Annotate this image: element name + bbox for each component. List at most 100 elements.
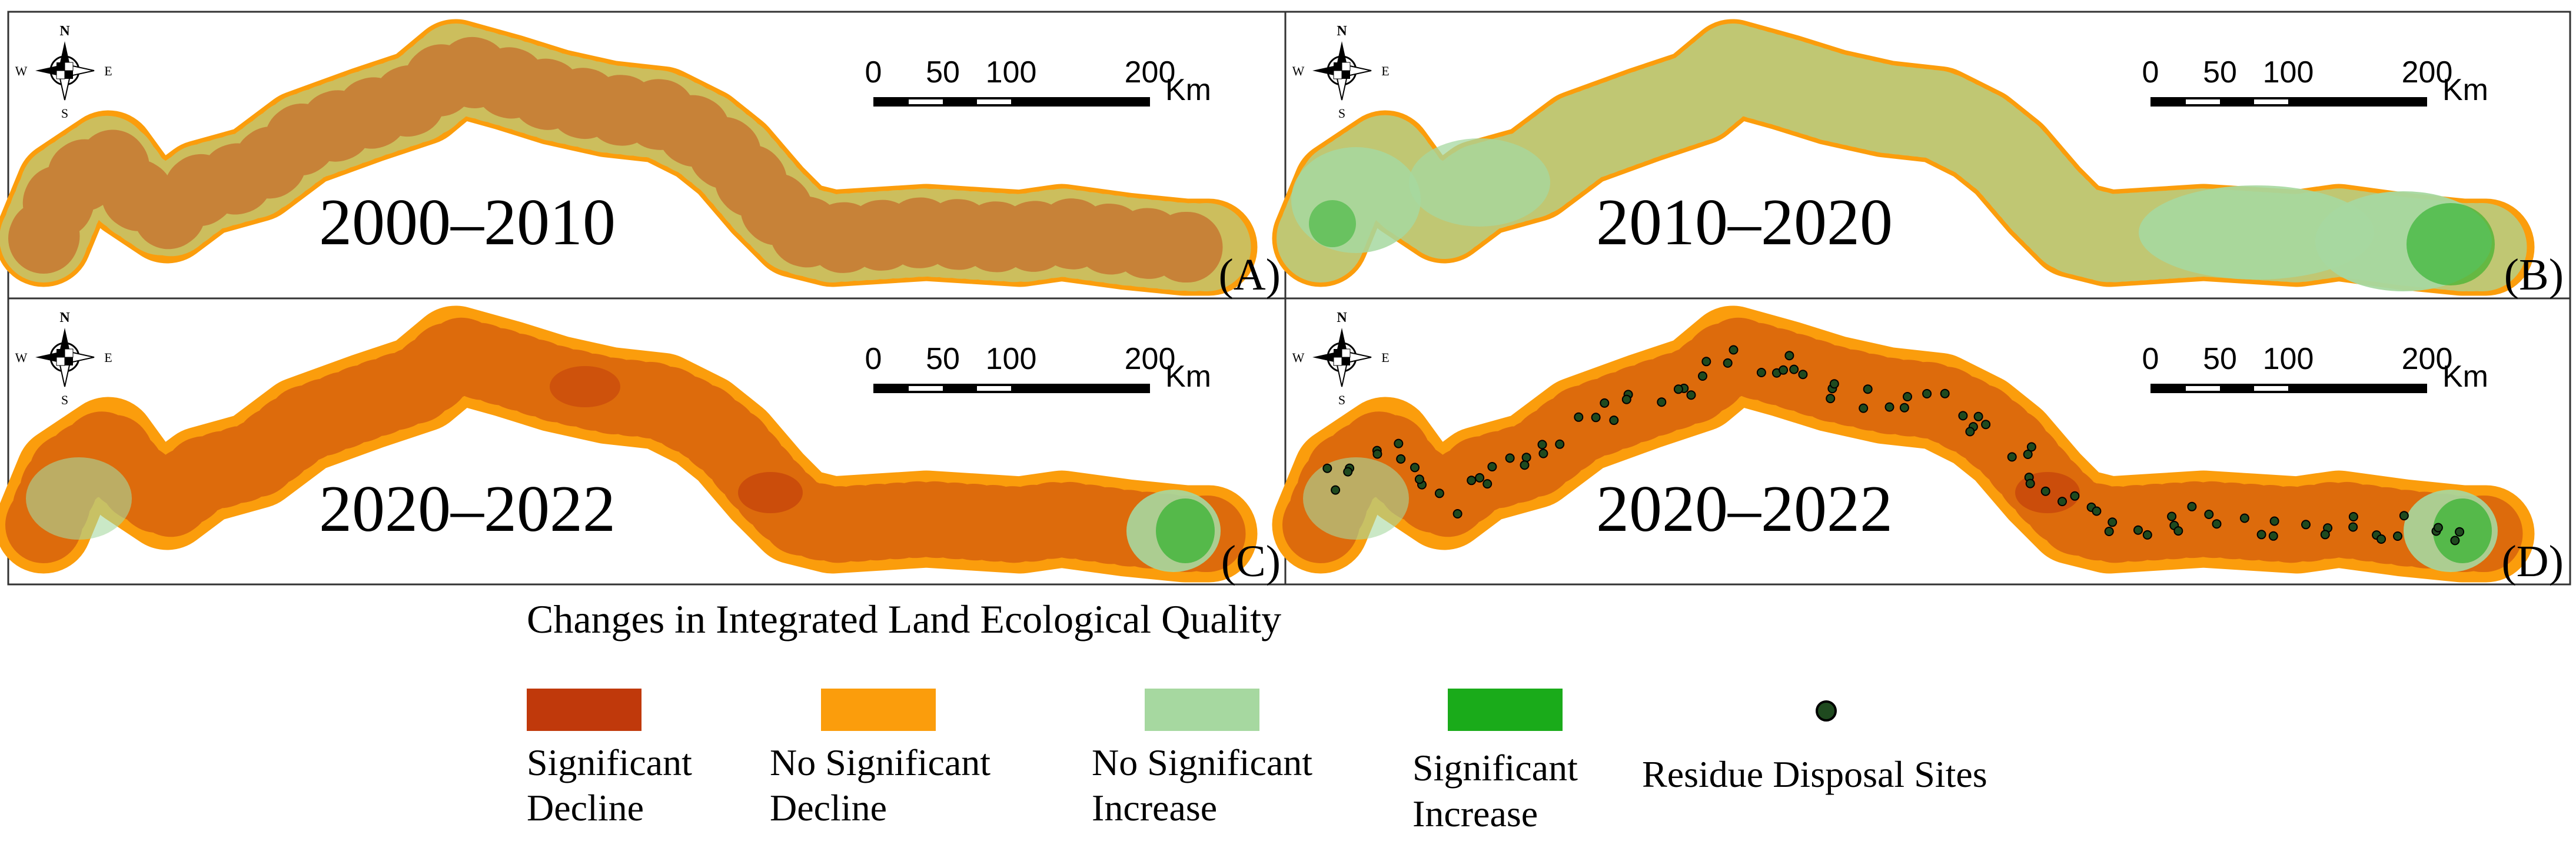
residue-site-marker: [1521, 453, 1531, 463]
residue-site-marker: [2269, 516, 2279, 526]
residue-site-marker: [1829, 379, 1839, 389]
compass-w: W: [1292, 64, 1305, 78]
residue-site-marker: [2433, 523, 2443, 533]
scale-bar: 0 50 100 200 Km: [865, 342, 1211, 394]
residue-site-marker: [2040, 486, 2050, 496]
residue-site-marker: [1410, 463, 1420, 473]
scale-tick-0: 0: [865, 342, 882, 376]
residue-site-marker: [2399, 511, 2409, 521]
legend-item-significant-decline: Significant Decline: [527, 689, 692, 829]
scale-tick-200: 200: [2402, 342, 2453, 376]
residue-site-marker: [2058, 497, 2067, 507]
residue-site-marker: [1973, 411, 1983, 421]
residue-site-marker: [1537, 440, 1547, 450]
legend-swatch: [527, 689, 641, 731]
residue-site-marker: [2256, 530, 2266, 540]
compass: N S E W: [1292, 24, 1390, 121]
scale-unit: Km: [1165, 360, 1211, 394]
residue-site-marker: [1538, 448, 1548, 458]
residue-site-marker: [2268, 531, 2278, 541]
scale-tick-100: 100: [2263, 342, 2314, 376]
panel-period: 2000–2010: [319, 186, 616, 259]
panel-b: N S E W 0 50 100 200 Km 2010–2020 (B): [1291, 24, 2564, 300]
scale-tick-50: 50: [2203, 342, 2237, 376]
scale-tick-50: 50: [926, 342, 960, 376]
compass-s: S: [61, 393, 68, 407]
legend-label-line1: Significant: [527, 742, 692, 783]
residue-site-marker: [1414, 474, 1424, 484]
residue-site-marker: [2320, 530, 2330, 540]
residue-site-marker: [1609, 415, 1619, 426]
legend-label-line2: Decline: [527, 787, 644, 829]
panel-period: 2020–2022: [1596, 473, 1893, 546]
panel-label: (D): [2501, 537, 2564, 586]
residue-site-marker: [1779, 365, 1789, 375]
residue-site-marker: [2023, 450, 2033, 459]
residue-site-marker: [1394, 438, 1404, 448]
compass-s: S: [1338, 393, 1345, 407]
residue-site-marker: [2133, 525, 2143, 535]
residue-site-marker: [2142, 530, 2152, 540]
panel-period: 2010–2020: [1596, 186, 1893, 259]
residue-site-marker: [2455, 527, 2465, 537]
residue-site-marker: [1884, 402, 1894, 412]
residue-site-marker: [2104, 527, 2114, 536]
panel-label: (C): [1221, 537, 1281, 586]
compass: N S E W: [15, 24, 112, 121]
residue-site-marker: [2376, 534, 2386, 544]
residue-site-marker: [1686, 390, 1696, 400]
scale-tick-50: 50: [926, 55, 960, 89]
compass: N S E W: [1292, 310, 1390, 407]
scale-tick-100: 100: [986, 342, 1037, 376]
residue-site-marker: [2348, 512, 2358, 521]
residue-site-marker: [1591, 413, 1601, 423]
residue-site-marker: [1505, 453, 1515, 463]
residue-site-marker: [1621, 394, 1631, 404]
residue-site-marker: [1826, 394, 1836, 404]
residue-site-marker: [1467, 476, 1477, 486]
scale-bar: 0 50 100 200 Km: [2142, 55, 2488, 107]
scale-tick-100: 100: [986, 55, 1037, 89]
compass: N S E W: [15, 310, 112, 407]
panel-label: (B): [2504, 250, 2564, 300]
residue-site-marker: [1798, 370, 1808, 380]
residue-site-marker: [1343, 467, 1353, 477]
legend-label-line2: Increase: [1092, 787, 1217, 829]
corridor-map: [44, 68, 1209, 247]
residue-site-marker: [2007, 452, 2017, 462]
scale-tick-50: 50: [2203, 55, 2237, 89]
residue-site-marker: [1434, 488, 1444, 498]
residue-site-marker: [1756, 368, 1766, 377]
residue-disposal-sites: [1322, 345, 2465, 546]
residue-site-marker: [1673, 384, 1683, 394]
compass-e: E: [104, 350, 112, 365]
legend-item-no-significant-decline: No Significant Decline: [770, 689, 990, 829]
legend-label-line1: No Significant: [1092, 742, 1312, 783]
residue-site-marker: [1396, 454, 1406, 464]
legend-site-label: Residue Disposal Sites: [1642, 753, 1987, 795]
panel-a: N S E W 0 50 100 200 Km 2000–2010 (A): [15, 24, 1281, 300]
legend-item-significant-increase: Significant Increase: [1412, 689, 1578, 835]
residue-site-marker: [1965, 427, 1975, 437]
residue-site-marker: [1487, 462, 1497, 471]
residue-site-marker: [2450, 536, 2460, 546]
legend-swatch: [1448, 689, 1563, 731]
compass-n: N: [59, 24, 70, 39]
residue-site-marker: [2092, 506, 2102, 516]
residue-site-marker: [1899, 403, 1909, 413]
residue-site-marker: [1657, 397, 1667, 407]
residue-site-marker: [1322, 463, 1332, 473]
compass-n: N: [59, 310, 70, 325]
residue-site-marker: [2025, 478, 2035, 488]
legend-label-line2: Decline: [770, 787, 887, 829]
panel-d: N S E W 0 50 100 200 Km 2020–2022 (D): [1292, 310, 2564, 586]
residue-site-marker: [1372, 449, 1382, 459]
residue-site-marker: [1903, 392, 1912, 401]
legend-swatch: [1145, 689, 1259, 731]
legend-item-no-significant-increase: No Significant Increase: [1092, 689, 1312, 829]
residue-site-marker: [2212, 519, 2222, 529]
residue-site-marker: [1784, 351, 1794, 361]
residue-site-marker: [1729, 345, 1739, 355]
residue-site-marker: [1958, 411, 1968, 421]
